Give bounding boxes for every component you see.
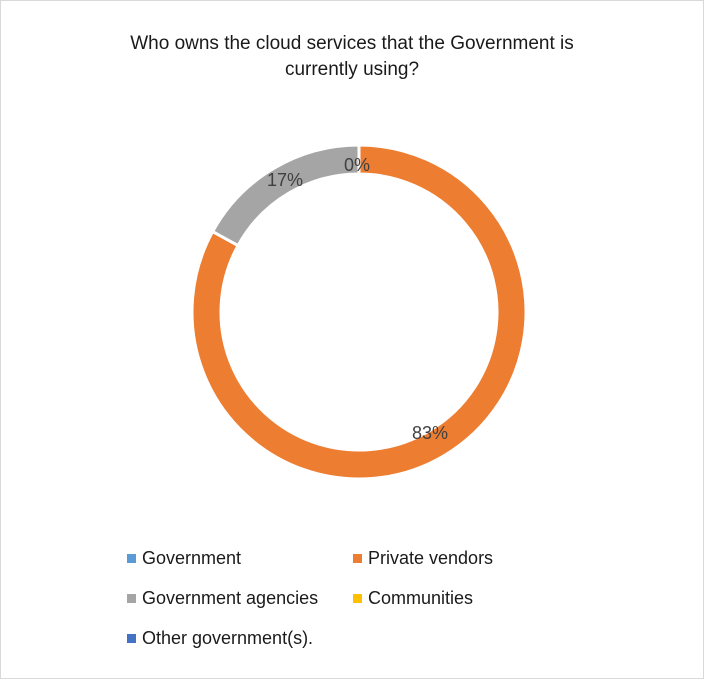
legend-item-communities: Communities <box>351 581 473 615</box>
legend-swatch-government-agencies <box>127 593 136 603</box>
legend-swatch-private-vendors <box>353 553 362 563</box>
data-label-government-agencies: 17% <box>267 170 303 190</box>
legend-item-government: Government <box>125 541 351 575</box>
donut-chart: 83% 17% 0% <box>190 143 528 481</box>
legend-swatch-government <box>127 553 136 563</box>
chart-title: Who owns the cloud services that the Gov… <box>41 31 663 83</box>
legend-label-other-governments: Other government(s). <box>142 627 314 648</box>
donut-slice-private-vendors <box>190 143 528 481</box>
donut-slice-government-agencies <box>210 143 361 248</box>
chart-title-line-2: currently using? <box>284 59 420 80</box>
data-label-other-governments: 0% <box>344 155 370 175</box>
data-label-private-vendors: 83% <box>412 423 448 443</box>
legend-label-government: Government <box>142 547 242 568</box>
legend-item-government-agencies: Government agencies <box>125 581 351 615</box>
legend-item-other-governments: Other government(s). <box>125 621 313 655</box>
legend-label-communities: Communities <box>368 587 474 608</box>
legend-swatch-other-governments <box>127 633 136 643</box>
legend-label-government-agencies: Government agencies <box>142 587 319 608</box>
legend-swatch-communities <box>353 593 362 603</box>
legend-item-private-vendors: Private vendors <box>351 541 493 575</box>
chart-title-line-1: Who owns the cloud services that the Gov… <box>130 33 574 54</box>
legend-label-private-vendors: Private vendors <box>368 547 494 568</box>
chart-legend: Government Private vendors Government ag… <box>125 541 585 661</box>
